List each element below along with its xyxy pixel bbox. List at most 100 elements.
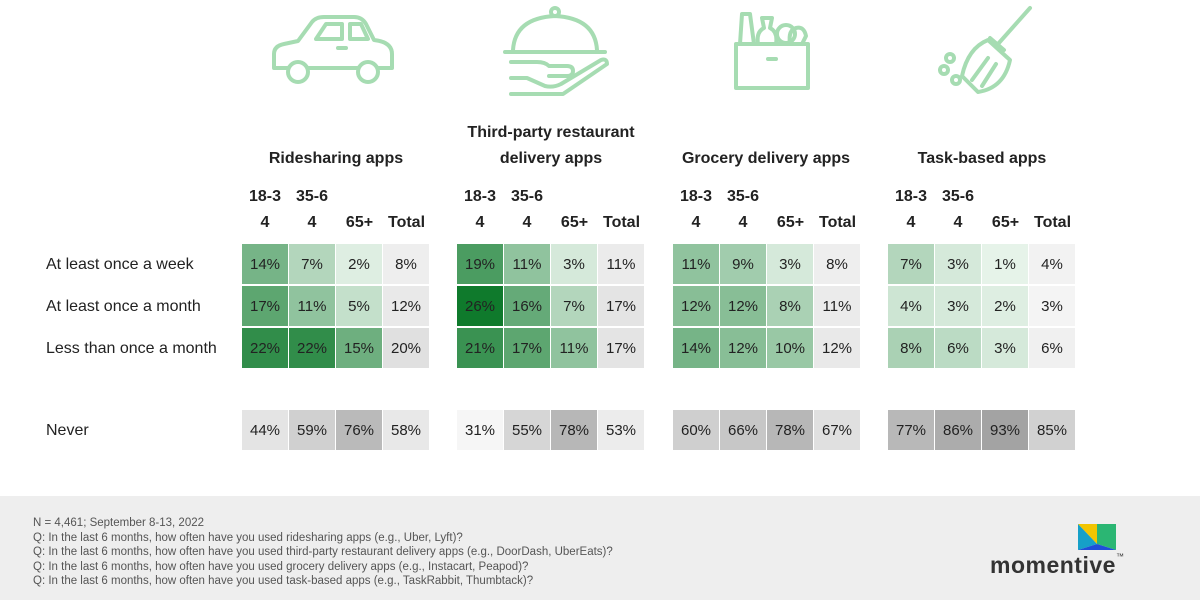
cell-value: 8% [395,255,417,273]
cell-value: 7% [900,255,922,273]
cell-value: 3% [779,255,801,273]
cell-value: 93% [989,421,1021,439]
column-header: Total [602,214,641,231]
heatmap-cell: 14% [673,328,719,368]
heatmap-cell: 2% [336,244,382,284]
heatmap-cell: 11% [673,244,719,284]
grocery-bag-icon [728,4,858,96]
car-icon [268,4,398,96]
cell-value: 19% [464,255,496,273]
column-header: 18-34 [894,188,928,231]
heatmap-cell: 31% [457,410,503,450]
heatmap-cell: 85% [1029,410,1075,450]
heatmap-cell: 22% [242,328,288,368]
heatmap-cell: 12% [383,286,429,326]
cell-value: 14% [249,255,281,273]
heatmap-cell: 7% [888,244,934,284]
group-title: Ridesharing apps [268,150,404,167]
heatmap-cell: 60% [673,410,719,450]
cell-value: 15% [343,339,375,357]
heatmap-cell: 1% [982,244,1028,284]
heatmap-cell: 17% [598,286,644,326]
cell-value: 26% [464,297,496,315]
cell-value: 17% [605,297,637,315]
cell-value: 3% [947,297,969,315]
column-header: Total [818,214,857,231]
momentive-logo-mark [1078,524,1116,550]
heatmap-cell: 3% [767,244,813,284]
cell-value: 16% [511,297,543,315]
heatmap-cell: 11% [814,286,860,326]
cell-value: 55% [511,421,543,439]
food-cloche-icon [497,4,627,96]
heatmap-cell: 26% [457,286,503,326]
broom-icon [932,4,1062,96]
cell-value: 2% [994,297,1016,315]
heatmap-cell: 3% [1029,286,1075,326]
cell-value: 22% [249,339,281,357]
cell-value: 66% [727,421,759,439]
heatmap-cell: 6% [935,328,981,368]
question-note: Q: In the last 6 months, how often have … [33,531,463,544]
column-header: Total [387,214,426,231]
cell-value: 12% [821,339,853,357]
cell-value: 6% [1041,339,1063,357]
cell-value: 17% [249,297,281,315]
heatmap-cell: 17% [242,286,288,326]
question-note: Q: In the last 6 months, how often have … [33,575,534,587]
question-note: Q: In the last 6 months, how often have … [33,560,529,573]
heatmap-cell: 77% [888,410,934,450]
column-header: 65+ [991,214,1020,231]
heatmap-cell: 93% [982,410,1028,450]
cell-value: 7% [563,297,585,315]
heatmap-cell: 5% [336,286,382,326]
heatmap-cell: 76% [336,410,382,450]
heatmap-cell: 8% [383,244,429,284]
cell-value: 11% [822,297,852,315]
cell-value: 11% [559,339,589,357]
cell-value: 2% [348,255,370,273]
cell-value: 44% [249,421,281,439]
heatmap-cell: 11% [289,286,335,326]
heatmap-cell: 2% [982,286,1028,326]
sample-note: N = 4,461; September 8-13, 2022 [33,517,205,529]
momentive-logo: momentive™ [990,520,1130,580]
heatmap-cell: 86% [935,410,981,450]
row-label: At least once a week [46,256,194,273]
cell-value: 4% [1041,255,1063,273]
heatmap-cell: 11% [598,244,644,284]
heatmap-cell: 3% [551,244,597,284]
column-header: 35-64 [941,188,975,231]
heatmap-cell: 9% [720,244,766,284]
column-header: 35-64 [726,188,760,231]
cell-value: 78% [774,421,806,439]
cell-value: 8% [826,255,848,273]
row-label: Never [46,422,89,439]
cell-value: 12% [727,339,759,357]
cell-value: 11% [512,255,542,273]
logo-name: momentive [990,552,1116,578]
cell-value: 11% [606,255,636,273]
cell-value: 6% [947,339,969,357]
survey-notes: N = 4,461; September 8-13, 2022 Q: In th… [33,516,613,589]
cell-value: 4% [900,297,922,315]
column-header: Total [1033,214,1072,231]
heatmap-cell: 67% [814,410,860,450]
cell-value: 8% [779,297,801,315]
heatmap-cell: 53% [598,410,644,450]
group-title: Grocery delivery apps [681,150,851,167]
heatmap-cell: 59% [289,410,335,450]
cell-value: 59% [296,421,328,439]
column-header: 65+ [560,214,589,231]
cell-value: 12% [680,297,712,315]
row-label: At least once a month [46,298,201,315]
cell-value: 60% [680,421,712,439]
column-header: 18-34 [463,188,497,231]
heatmap-cell: 12% [720,328,766,368]
heatmap-cell: 22% [289,328,335,368]
heatmap-cell: 3% [935,286,981,326]
heatmap-cell: 11% [504,244,550,284]
heatmap-cell: 17% [598,328,644,368]
cell-value: 3% [1041,297,1063,315]
cell-value: 11% [297,297,327,315]
